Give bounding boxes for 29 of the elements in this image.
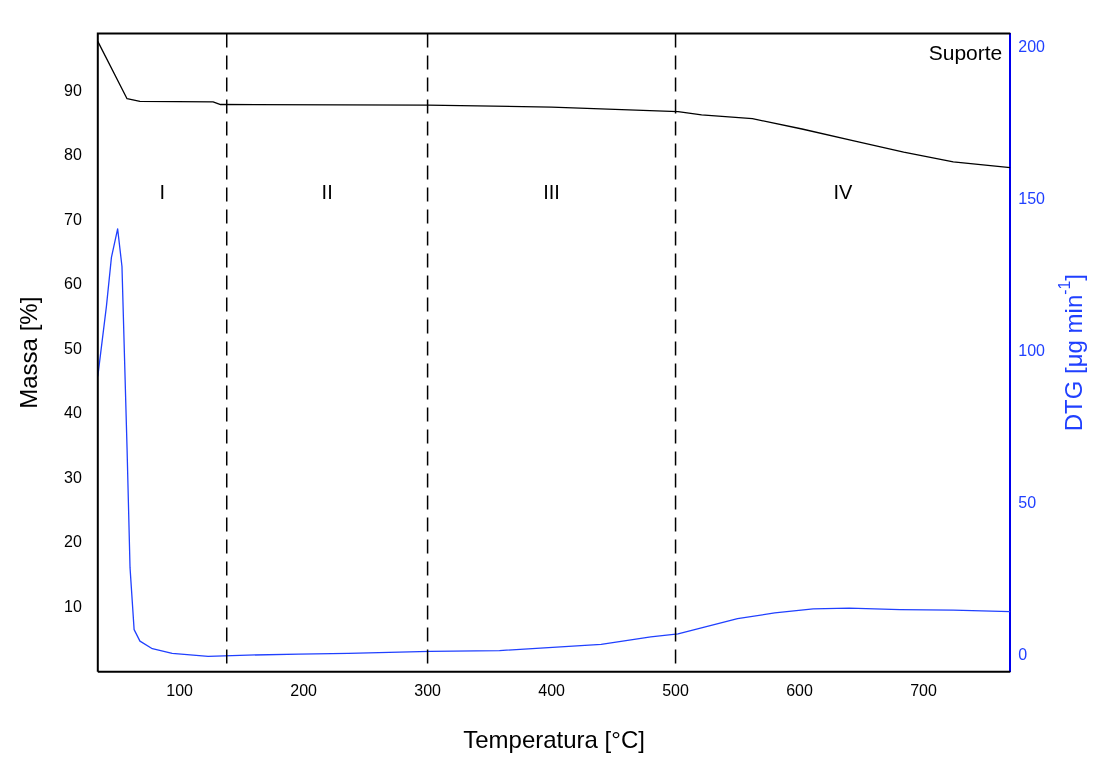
annotation: I xyxy=(159,180,166,203)
text: Suporte xyxy=(928,40,1003,64)
x-tick-label: 300 xyxy=(414,681,442,699)
y-tick-label: 40 xyxy=(64,404,82,422)
x-tick-label: 200 xyxy=(290,681,318,699)
y-tick-label: 50 xyxy=(64,339,82,357)
annotation: II xyxy=(321,180,333,203)
y2-axis-title: DTG [μg min-1] xyxy=(1055,274,1087,432)
x-tick-label: 700 xyxy=(910,681,937,699)
y2-tick-label: 200 xyxy=(1018,38,1046,56)
y-tick-label: 10 xyxy=(64,597,82,615)
y2-tick-label: 100 xyxy=(1018,341,1046,359)
x-tick-label: 600 xyxy=(786,681,813,699)
x-tick-label: 500 xyxy=(662,681,689,699)
x-tick-label: 100 xyxy=(166,681,194,699)
x-axis-title: Temperatura [°C] xyxy=(463,725,645,753)
y-tick-label: 20 xyxy=(64,533,82,551)
y2-tick-label: 50 xyxy=(1018,493,1037,511)
y-tick-label: 90 xyxy=(64,82,82,100)
annotation: III xyxy=(543,180,560,203)
x-tick-label: 400 xyxy=(538,681,566,699)
y-tick-label: 60 xyxy=(64,275,82,293)
y2-tick-label: 0 xyxy=(1018,645,1028,663)
y-tick-label: 70 xyxy=(64,210,82,228)
y2-tick-label: 150 xyxy=(1018,190,1046,208)
y-axis-title: Massa [%] xyxy=(14,296,42,409)
y-tick-label: 30 xyxy=(64,468,82,486)
annotation: IV xyxy=(833,180,854,203)
y-tick-label: 80 xyxy=(64,146,82,164)
